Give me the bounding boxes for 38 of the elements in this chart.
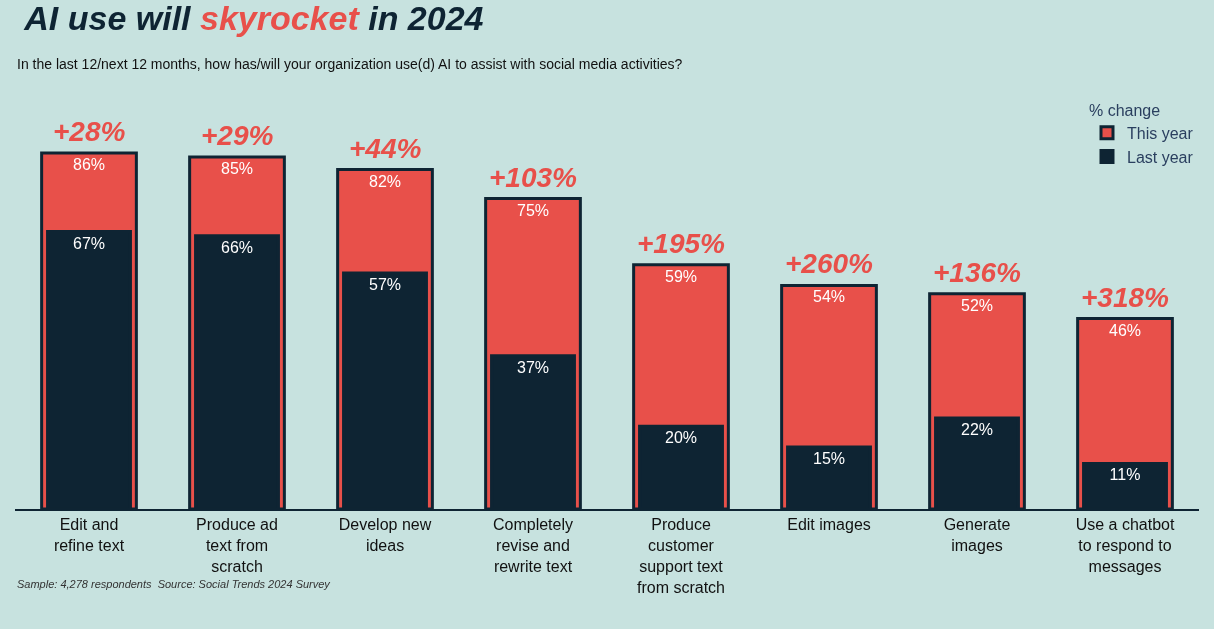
data-label: 57% (368, 276, 402, 294)
data-label: 46% (1108, 321, 1142, 339)
x-tick-label: Edit images (787, 516, 871, 534)
legend-label: This year (1127, 124, 1194, 142)
data-label: 37% (516, 358, 550, 376)
annotation: +260% (785, 248, 874, 279)
x-tick-label: Edit and refine text (53, 516, 125, 554)
text: Sample: 4,278 respondents Source: Social Trends 2024 Survey (17, 578, 332, 590)
x-tick-label: Produce ad text from scratch (196, 516, 278, 575)
data-label: 15% (812, 449, 846, 467)
data-label: 85% (220, 160, 254, 178)
data-label: 20% (664, 429, 698, 447)
x-tick-label: Generate images (943, 516, 1011, 554)
data-label: 22% (960, 420, 994, 438)
x-tick-label: Develop new ideas (338, 516, 432, 554)
data-label: 11% (1109, 466, 1141, 484)
data-label: 86% (72, 155, 106, 173)
annotation: +195% (637, 228, 726, 259)
legend-title: % change (1089, 101, 1161, 119)
annotation: +28% (53, 116, 126, 147)
annotation: +103% (489, 162, 578, 193)
data-label: 66% (220, 238, 254, 256)
data-label: 67% (72, 234, 106, 252)
x-tick-label: Completely revise and rewrite text (492, 516, 574, 575)
x-tick-label: Produce customer support text from scratch (636, 516, 726, 596)
x-tick-label: Use a chatbot to respond to messages (1075, 516, 1175, 575)
data-label: 54% (812, 288, 846, 306)
data-label: 82% (368, 172, 402, 190)
annotation: +29% (201, 120, 274, 151)
data-label: 59% (664, 267, 698, 285)
chart-subtitle: In the last 12/next 12 months, how has/will your organization use(d) AI to assist with social media activities? (17, 56, 683, 72)
data-label: 52% (960, 296, 994, 314)
annotation: +44% (349, 133, 422, 164)
chart-title: AI use will skyrocket in 2024 (23, 0, 484, 38)
data-label: 75% (516, 201, 550, 219)
annotation: +318% (1081, 282, 1170, 313)
legend-label: Last year (1127, 148, 1194, 166)
annotation: +136% (933, 257, 1022, 288)
